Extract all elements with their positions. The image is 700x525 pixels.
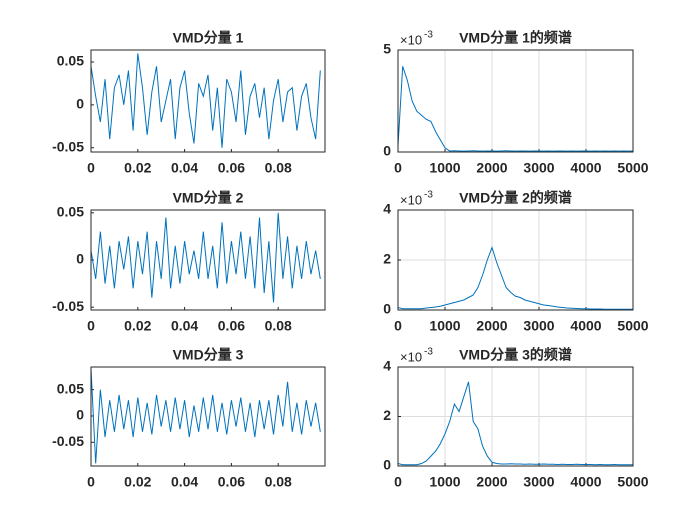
y-tick-label: 2 [383,251,391,267]
axes-bg [91,367,325,466]
y-tick-label: 0.05 [57,380,84,396]
data-line [91,53,321,148]
x-tick-label: 0.04 [171,474,198,490]
x-tick-label: 0.06 [218,318,245,334]
x-tick-label: 5000 [617,160,648,176]
x-tick-label: 5000 [617,318,648,334]
axes-bg [91,210,325,310]
x-tick-label: 0.02 [124,318,151,334]
y-tick-label: 0 [76,96,84,112]
y-tick-label: 0 [383,143,391,159]
y-offset-exponent: -3 [424,30,433,41]
x-tick-label: 0 [87,318,95,334]
x-tick-label: 1000 [429,474,460,490]
data-line [398,381,633,466]
x-tick-label: 0.04 [171,160,198,176]
x-tick-label: 0.02 [124,160,151,176]
data-line [398,66,633,152]
y-offset-base: ×10 [400,192,422,207]
y-tick-label: 5 [383,41,391,57]
x-tick-label: 2000 [476,474,507,490]
chart-title: VMD分量 1的频谱 [459,30,572,46]
y-offset-exponent: -3 [424,190,433,201]
x-tick-label: 1000 [429,160,460,176]
y-tick-label: 0 [76,251,84,267]
x-tick-label: 0.02 [124,474,151,490]
x-tick-label: 3000 [523,474,554,490]
axes-box [397,49,634,153]
chart-title: VMD分量 1 [173,30,244,46]
y-tick-label: 2 [383,407,391,423]
x-tick-label: 1000 [429,318,460,334]
y-tick-label: 0 [383,301,391,317]
axes-box [397,209,634,311]
x-tick-label: 4000 [570,318,601,334]
axes-bg [91,50,325,152]
y-tick-label: 0.05 [57,204,84,220]
x-tick-label: 0 [394,160,402,176]
data-line [398,245,633,310]
chart-title: VMD分量 2 [173,190,244,206]
chart-title: VMD分量 2的频谱 [459,190,572,206]
y-tick-label: 0.05 [57,53,84,69]
x-tick-label: 2000 [476,160,507,176]
x-tick-label: 0 [394,474,402,490]
chart-title: VMD分量 3 [173,347,244,363]
x-tick-label: 5000 [617,474,648,490]
x-tick-label: 0.08 [265,318,292,334]
y-offset-base: ×10 [400,32,422,47]
y-offset-base: ×10 [400,349,422,364]
axes-box [90,209,326,311]
y-tick-label: 4 [383,358,391,374]
y-tick-label: 4 [383,201,391,217]
y-tick-label: -0.05 [52,433,84,449]
data-line [91,368,321,464]
axes-box [397,366,634,467]
axes-box [90,49,326,153]
y-tick-label: 0 [76,407,84,423]
x-tick-label: 0 [87,160,95,176]
x-tick-label: 0.06 [218,474,245,490]
x-tick-label: 0.08 [265,474,292,490]
y-tick-label: -0.05 [52,298,84,314]
x-tick-label: 3000 [523,160,554,176]
axes-box [90,366,326,467]
x-tick-label: 2000 [476,318,507,334]
y-tick-label: 0 [383,457,391,473]
data-line [91,212,321,303]
chart-title: VMD分量 3的频谱 [459,347,572,363]
x-tick-label: 4000 [570,474,601,490]
x-tick-label: 4000 [570,160,601,176]
x-tick-label: 0.04 [171,318,198,334]
axes-bg [398,50,633,152]
x-tick-label: 0 [394,318,402,334]
x-tick-label: 0.06 [218,160,245,176]
y-tick-label: -0.05 [52,138,84,154]
y-offset-exponent: -3 [424,347,433,358]
x-tick-label: 3000 [523,318,554,334]
x-tick-label: 0 [87,474,95,490]
x-tick-label: 0.08 [265,160,292,176]
